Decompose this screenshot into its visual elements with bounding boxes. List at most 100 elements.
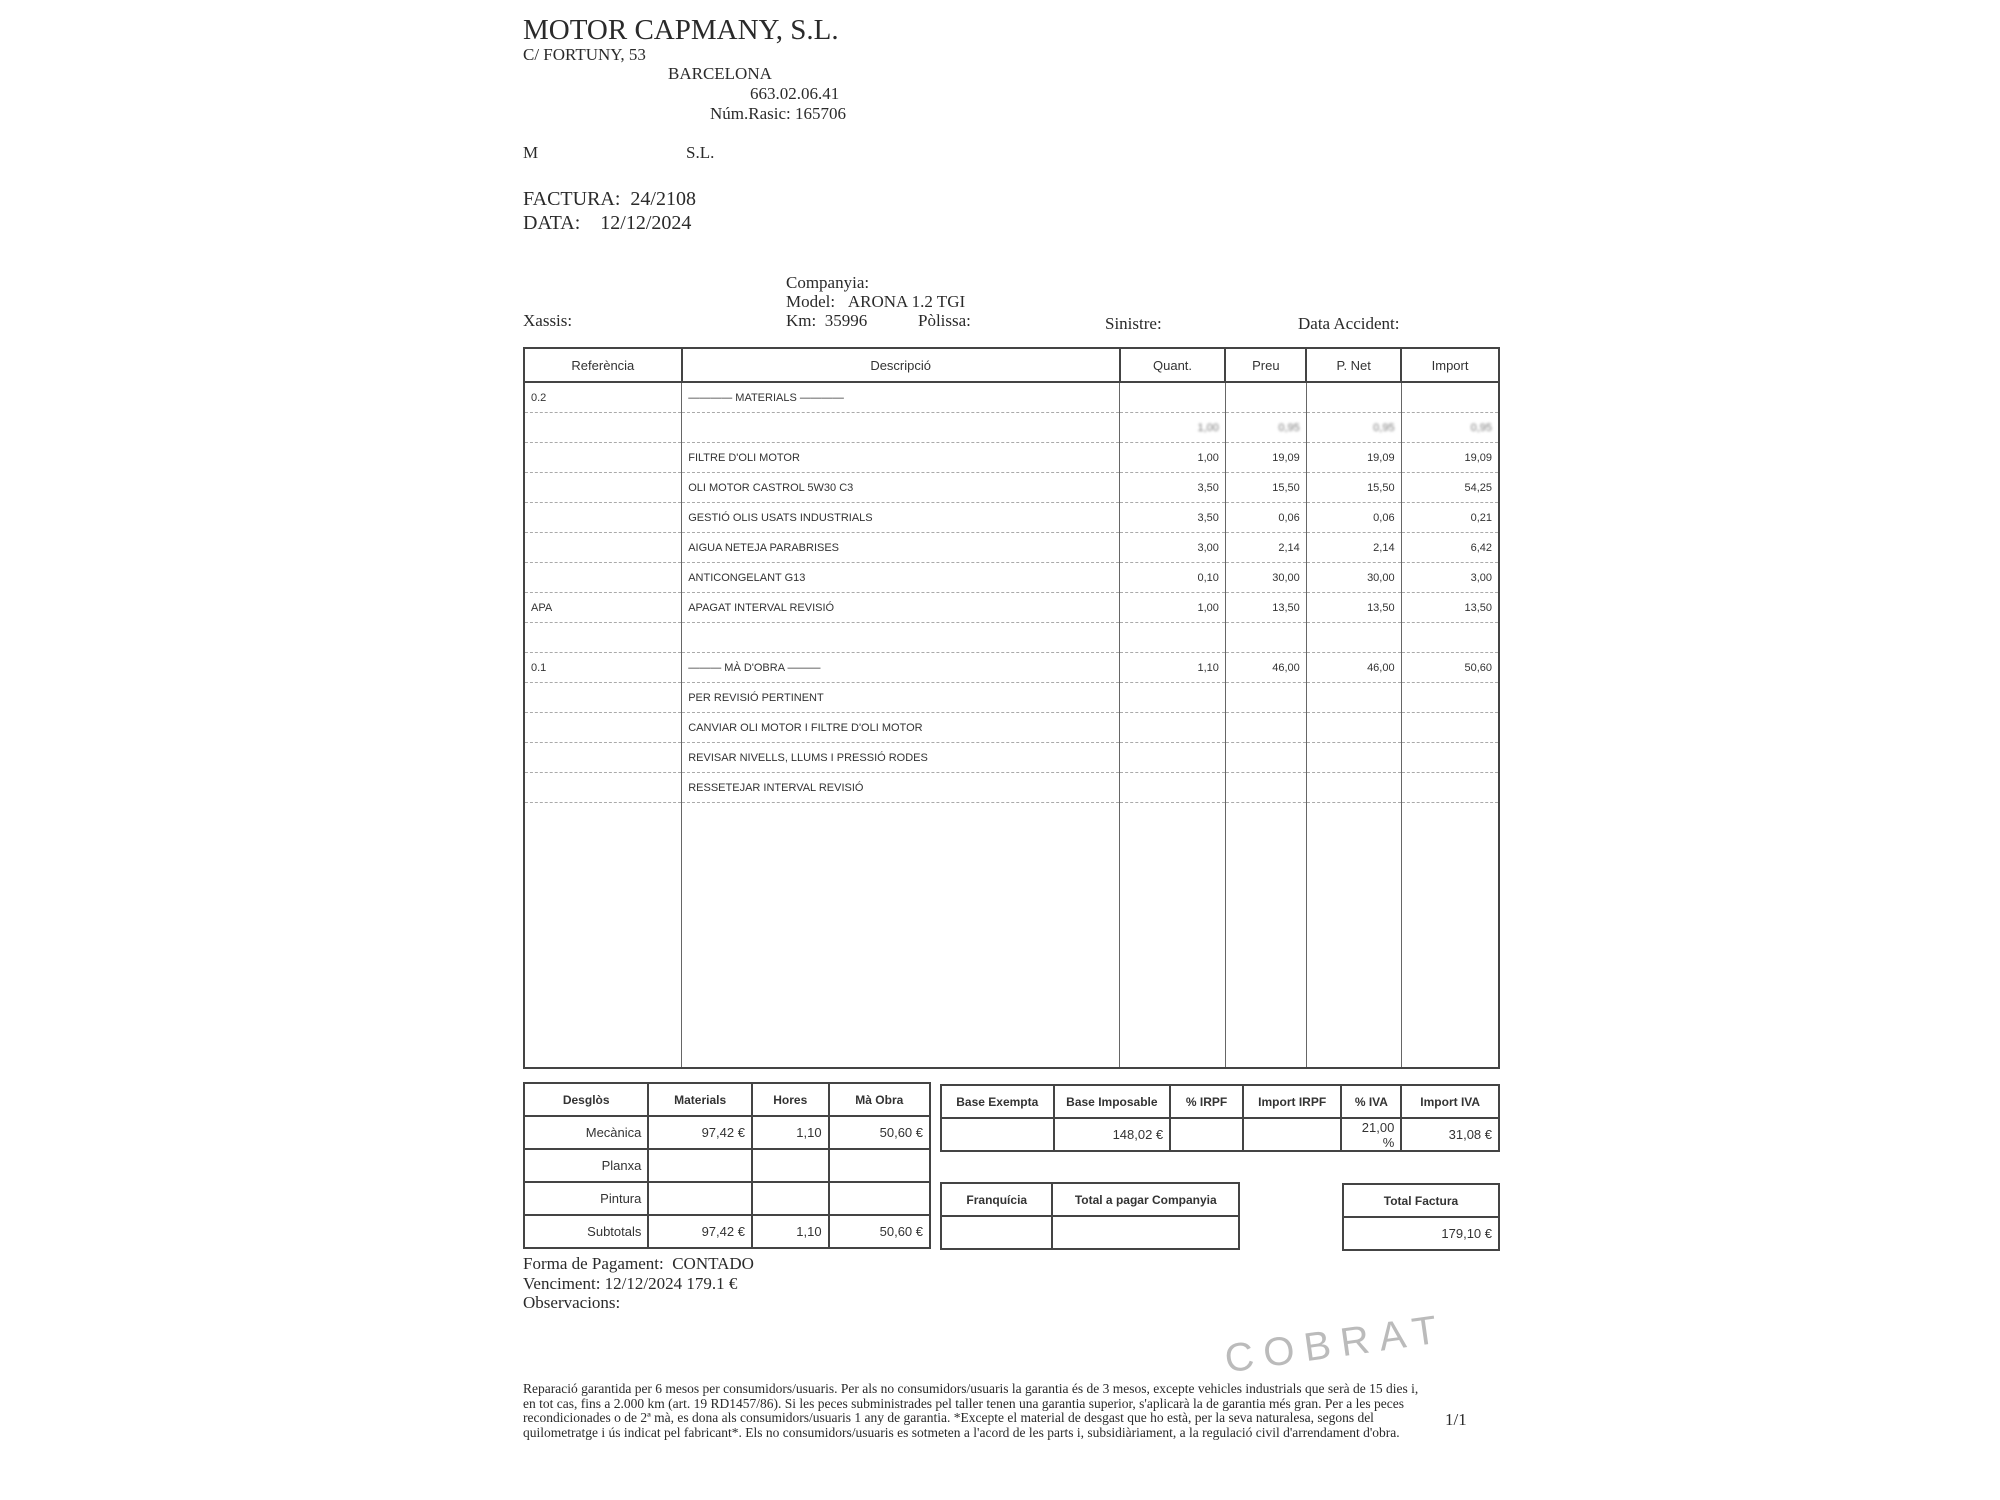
cell-desc: RESSETEJAR INTERVAL REVISIÓ: [681, 772, 1121, 803]
cell-import: [1400, 712, 1500, 743]
breakdown-cell: [750, 1148, 830, 1183]
empty-cell: [523, 802, 683, 1069]
breakdown-row: Subtotals 97,42 €1,10 50,60 €: [522, 1214, 932, 1249]
data-value: 12/12/2024: [600, 212, 692, 234]
cell-import: 0,95: [1400, 412, 1500, 443]
cell-import: [1400, 682, 1500, 713]
cell-ref: APA: [523, 592, 683, 623]
cell-qty: [1119, 381, 1226, 413]
cell-import: 19,09: [1400, 442, 1500, 473]
cell-import: [1400, 381, 1500, 413]
cell-net: 0,95: [1305, 412, 1402, 443]
table-row: ANTICONGELANT G13 0,10 30,00 30,00 3,00: [523, 562, 1500, 593]
cell-import: [1400, 742, 1500, 773]
cell-net: [1305, 622, 1402, 653]
payment-method: Forma de Pagament: CONTADO: [523, 1254, 754, 1274]
table-row: 1,00 0,95 0,95 0,95: [523, 412, 1500, 443]
cell-net: 19,09: [1305, 442, 1402, 473]
cell-import: [1400, 622, 1500, 653]
company-phone: 663.02.06.41: [750, 84, 840, 103]
observations-label: Observacions:: [523, 1293, 621, 1312]
column-header: Quant.: [1118, 347, 1227, 383]
breakdown-cell: 97,42 €: [647, 1214, 753, 1249]
total-label: Total Factura: [1342, 1183, 1500, 1218]
cell-import: 54,25: [1400, 472, 1500, 503]
vehicle-model: Model: ARONA 1.2 TGI: [786, 292, 965, 312]
cell-desc: GESTIÓ OLIS USATS INDUSTRIALS: [681, 502, 1121, 533]
cell-price: 15,50: [1224, 472, 1307, 503]
cell-desc: OLI MOTOR CASTROL 5W30 C3: [681, 472, 1121, 503]
cell-net: [1305, 742, 1402, 773]
tax-header-row: Base Exempta Base Imposable% IRPF Import I…: [940, 1084, 1500, 1119]
breakdown-row: Pintura: [522, 1181, 932, 1216]
items-table: Referència Descripció Quant. Preu P. Net Impo…: [523, 347, 1500, 1069]
cell-ref: 0.1: [523, 652, 683, 683]
column-header: Preu: [1224, 347, 1308, 383]
page-number: 1/1: [1445, 1410, 1467, 1429]
breakdown-cell: [827, 1181, 932, 1216]
breakdown-cell: [647, 1148, 753, 1183]
company-rasic: Núm.Rasic: 165706: [710, 104, 846, 123]
cell-import: [1400, 772, 1500, 803]
breakdown-cell: Mecànica: [522, 1115, 650, 1150]
table-row: APA APAGAT INTERVAL REVISIÓ 1,00 13,50 13,50…: [523, 592, 1500, 623]
cell-ref: [523, 502, 683, 533]
empty-cell: [1224, 802, 1307, 1069]
vehicle-km: Km: 35996: [786, 311, 867, 331]
cell-net: [1305, 712, 1402, 743]
cell-ref: [523, 682, 683, 713]
table-row: 0.1 ——— MÀ D'OBRA ——— 1,10 46,00 46,00 50,60: [523, 652, 1500, 683]
cell-price: 0,06: [1224, 502, 1307, 533]
column-header: Franquícia: [939, 1182, 1054, 1217]
column-header: Import IVA: [1400, 1084, 1500, 1119]
cell-import: 3,00: [1400, 562, 1500, 593]
column-header: Hores: [750, 1082, 830, 1117]
empty-cell: [681, 802, 1121, 1069]
table-row: [523, 622, 1500, 653]
cell-desc: ANTICONGELANT G13: [681, 562, 1121, 593]
cell-desc: ———— MATERIALS ————: [681, 381, 1121, 413]
breakdown-cell: [647, 1181, 753, 1216]
cell-price: 13,50: [1224, 592, 1307, 623]
column-header: % IVA: [1340, 1084, 1403, 1119]
column-header: P. Net: [1305, 347, 1403, 383]
table-row: OLI MOTOR CASTROL 5W30 C3 3,50 15,50 15,50 5…: [523, 472, 1500, 503]
table-row: GESTIÓ OLIS USATS INDUSTRIALS 3,50 0,06 0,0…: [523, 502, 1500, 533]
invoice-date: DATA: 12/12/2024: [523, 212, 691, 235]
cell-qty: [1119, 772, 1226, 803]
cell-price: [1224, 682, 1307, 713]
table-row: PER REVISIÓ PERTINENT: [523, 682, 1500, 713]
model-label: Model:: [786, 292, 836, 311]
cell-qty: 1,00: [1119, 412, 1226, 443]
payment-method-value: CONTADO: [672, 1254, 754, 1273]
column-header: Mà Obra: [827, 1082, 932, 1117]
cell-price: 2,14: [1224, 532, 1307, 563]
column-header: Import: [1400, 347, 1500, 383]
cell-qty: 1,00: [1119, 592, 1226, 623]
tax-cell: 21,00 %: [1340, 1117, 1403, 1152]
breakdown-cell: [750, 1181, 830, 1216]
breakdown-cell: 50,60 €: [827, 1115, 932, 1150]
cell-import: 6,42: [1400, 532, 1500, 563]
cell-price: 0,95: [1224, 412, 1307, 443]
cell-price: [1224, 772, 1307, 803]
cell-desc: [681, 622, 1121, 653]
sinistre-label: Sinistre:: [1105, 314, 1162, 333]
cell-desc: APAGAT INTERVAL REVISIÓ: [681, 592, 1121, 623]
cell-import: 0,21: [1400, 502, 1500, 533]
breakdown-cell: 97,42 €: [647, 1115, 753, 1150]
franchise-cell: [1051, 1215, 1240, 1250]
cell-net: 30,00: [1305, 562, 1402, 593]
cell-desc: PER REVISIÓ PERTINENT: [681, 682, 1121, 713]
table-row: AIGUA NETEJA PARABRISES 3,00 2,14 2,14 6,42: [523, 532, 1500, 563]
breakdown-row: Mecànica 97,42 €1,10 50,60 €: [522, 1115, 932, 1150]
cell-price: [1224, 742, 1307, 773]
tax-values-row: 148,02 € 21,00 % 31,08 €: [940, 1117, 1500, 1152]
cell-qty: 1,10: [1119, 652, 1226, 683]
empty-cell: [1119, 802, 1226, 1069]
cell-import: 50,60: [1400, 652, 1500, 683]
cell-ref: [523, 622, 683, 653]
cell-ref: [523, 742, 683, 773]
column-header: Import IRPF: [1241, 1084, 1343, 1119]
factura-value: 24/2108: [630, 188, 696, 210]
